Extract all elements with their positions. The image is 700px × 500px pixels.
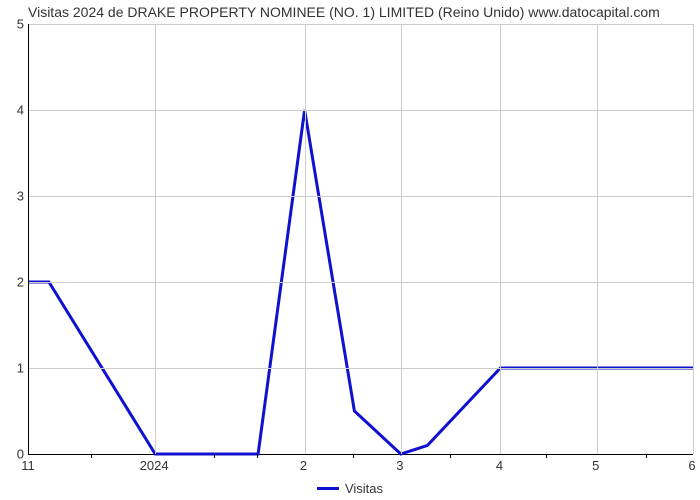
gridline-h xyxy=(29,196,693,197)
xtick-mark xyxy=(646,454,647,458)
ytick-label: 4 xyxy=(17,103,24,118)
gridline-v xyxy=(401,24,402,454)
xtick-label: 2 xyxy=(300,458,307,473)
ytick-label: 3 xyxy=(17,189,24,204)
plot-svg xyxy=(29,24,693,454)
gridline-h xyxy=(29,110,693,111)
xtick-label: 5 xyxy=(592,458,599,473)
ytick-label: 2 xyxy=(17,275,24,290)
xtick-label: 6 xyxy=(688,458,695,473)
gridline-v xyxy=(155,24,156,454)
xtick-label: 2024 xyxy=(140,458,169,473)
gridline-h xyxy=(29,24,693,25)
gridline-h xyxy=(29,368,693,369)
legend-label: Visitas xyxy=(345,481,383,496)
ytick-label: 5 xyxy=(17,17,24,32)
plot-area xyxy=(28,24,693,455)
gridline-v xyxy=(693,24,694,454)
xtick-mark xyxy=(546,454,547,458)
chart-title: Visitas 2024 de DRAKE PROPERTY NOMINEE (… xyxy=(28,4,660,20)
xtick-mark xyxy=(353,454,354,458)
xtick-label: 11 xyxy=(21,458,35,473)
line-chart: Visitas 2024 de DRAKE PROPERTY NOMINEE (… xyxy=(0,0,700,500)
xtick-mark xyxy=(214,454,215,458)
legend: Visitas xyxy=(317,481,383,496)
xtick-mark xyxy=(91,454,92,458)
gridline-v xyxy=(500,24,501,454)
xtick-mark xyxy=(257,454,258,458)
gridline-v xyxy=(597,24,598,454)
gridline-h xyxy=(29,282,693,283)
xtick-mark xyxy=(450,454,451,458)
legend-swatch xyxy=(317,487,339,490)
xtick-label: 4 xyxy=(496,458,503,473)
ytick-label: 1 xyxy=(17,361,24,376)
xtick-label: 3 xyxy=(396,458,403,473)
gridline-v xyxy=(305,24,306,454)
